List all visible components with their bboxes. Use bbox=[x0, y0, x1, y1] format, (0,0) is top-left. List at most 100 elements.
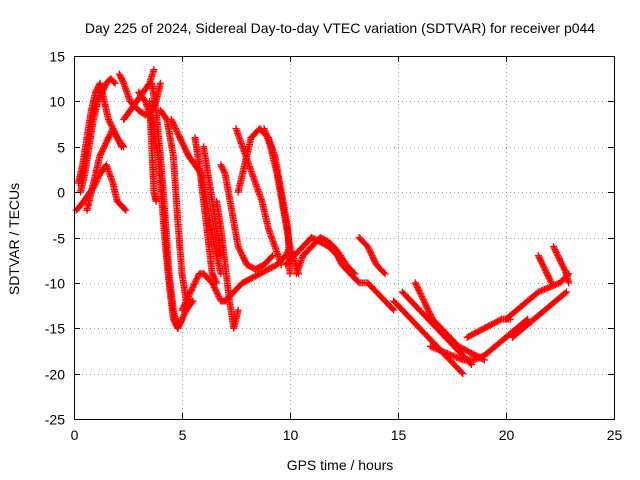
series-arc-24 bbox=[355, 234, 389, 278]
data-point bbox=[551, 246, 559, 254]
data-point bbox=[122, 206, 130, 214]
data-point bbox=[107, 120, 115, 128]
data-point bbox=[102, 140, 110, 148]
data-point bbox=[190, 280, 198, 288]
data-point bbox=[168, 117, 176, 125]
data-point bbox=[215, 292, 223, 300]
data-point bbox=[234, 243, 242, 251]
data-point bbox=[535, 253, 543, 261]
data-point bbox=[171, 123, 179, 131]
data-point bbox=[418, 292, 426, 300]
data-point bbox=[459, 370, 467, 378]
data-point bbox=[412, 280, 420, 288]
data-point bbox=[419, 296, 427, 304]
data-point bbox=[114, 135, 122, 143]
data-point bbox=[115, 70, 123, 78]
series-arc-31 bbox=[508, 288, 570, 341]
data-point bbox=[211, 285, 219, 293]
data-point bbox=[183, 296, 191, 304]
data-point bbox=[371, 258, 379, 266]
data-point bbox=[560, 264, 568, 272]
data-point bbox=[236, 246, 244, 254]
y-tick-label: -20 bbox=[45, 367, 65, 383]
data-point bbox=[422, 302, 430, 310]
data-point bbox=[555, 253, 563, 261]
data-point bbox=[116, 72, 124, 80]
data-point bbox=[217, 161, 225, 169]
data-point bbox=[97, 91, 105, 99]
data-point bbox=[286, 270, 294, 278]
data-point bbox=[188, 285, 196, 293]
series-arc-18 bbox=[232, 125, 285, 269]
data-point bbox=[212, 277, 220, 285]
data-point bbox=[370, 256, 378, 264]
axis-ticks bbox=[74, 56, 615, 420]
data-point bbox=[220, 168, 228, 176]
data-point bbox=[150, 66, 158, 74]
data-point bbox=[183, 149, 191, 157]
series-arc-13 bbox=[191, 134, 221, 287]
data-point bbox=[427, 312, 435, 320]
data-point bbox=[208, 270, 216, 278]
data-point bbox=[109, 125, 117, 133]
data-point bbox=[110, 128, 118, 136]
data-point bbox=[192, 276, 200, 284]
data-point bbox=[562, 268, 570, 276]
data-point bbox=[424, 305, 432, 313]
data-point bbox=[240, 255, 248, 263]
series-arc-16 bbox=[217, 161, 277, 273]
data-point bbox=[552, 247, 560, 255]
data-point bbox=[187, 288, 195, 296]
x-tick-label: 5 bbox=[179, 427, 187, 443]
data-point bbox=[176, 134, 184, 142]
data-point bbox=[417, 291, 425, 299]
data-point bbox=[546, 276, 554, 284]
data-point bbox=[239, 253, 247, 261]
data-point bbox=[92, 88, 100, 96]
data-point bbox=[547, 277, 555, 285]
data-point bbox=[179, 141, 187, 149]
data-point bbox=[189, 297, 197, 305]
data-point bbox=[101, 82, 109, 90]
x-tick-label: 10 bbox=[283, 427, 299, 443]
data-point bbox=[110, 126, 118, 134]
y-tick-label: -5 bbox=[53, 231, 66, 247]
data-point bbox=[101, 141, 109, 149]
data-point bbox=[550, 244, 558, 252]
data-point bbox=[565, 279, 573, 287]
data-point bbox=[331, 247, 339, 255]
data-point bbox=[180, 143, 188, 151]
data-point bbox=[380, 269, 388, 277]
data-point bbox=[106, 119, 114, 127]
data-point bbox=[236, 247, 244, 255]
data-point bbox=[179, 140, 187, 148]
data-point bbox=[152, 197, 160, 205]
data-point bbox=[545, 274, 553, 282]
data-point bbox=[557, 259, 565, 267]
data-point bbox=[113, 134, 121, 142]
data-point bbox=[177, 135, 185, 143]
data-point bbox=[544, 271, 552, 279]
data-point bbox=[100, 85, 108, 93]
data-point bbox=[331, 246, 339, 254]
data-point bbox=[169, 119, 177, 127]
data-point bbox=[241, 256, 249, 264]
x-tick-label: 25 bbox=[607, 427, 623, 443]
data-point bbox=[370, 255, 378, 263]
grid-lines bbox=[74, 56, 614, 419]
data-point bbox=[119, 78, 127, 86]
data-point bbox=[97, 150, 105, 158]
series-arc-33 bbox=[550, 243, 573, 287]
data-point bbox=[538, 259, 546, 267]
data-point bbox=[184, 292, 192, 300]
data-point bbox=[105, 134, 113, 142]
data-point bbox=[104, 135, 112, 143]
data-point bbox=[388, 305, 396, 313]
data-point bbox=[413, 283, 421, 291]
data-point bbox=[116, 140, 124, 148]
series-arc-4 bbox=[83, 125, 126, 214]
data-point bbox=[115, 137, 123, 145]
x-axis-title: GPS time / hours bbox=[287, 457, 394, 473]
data-point bbox=[169, 120, 177, 128]
data-point bbox=[180, 311, 188, 319]
